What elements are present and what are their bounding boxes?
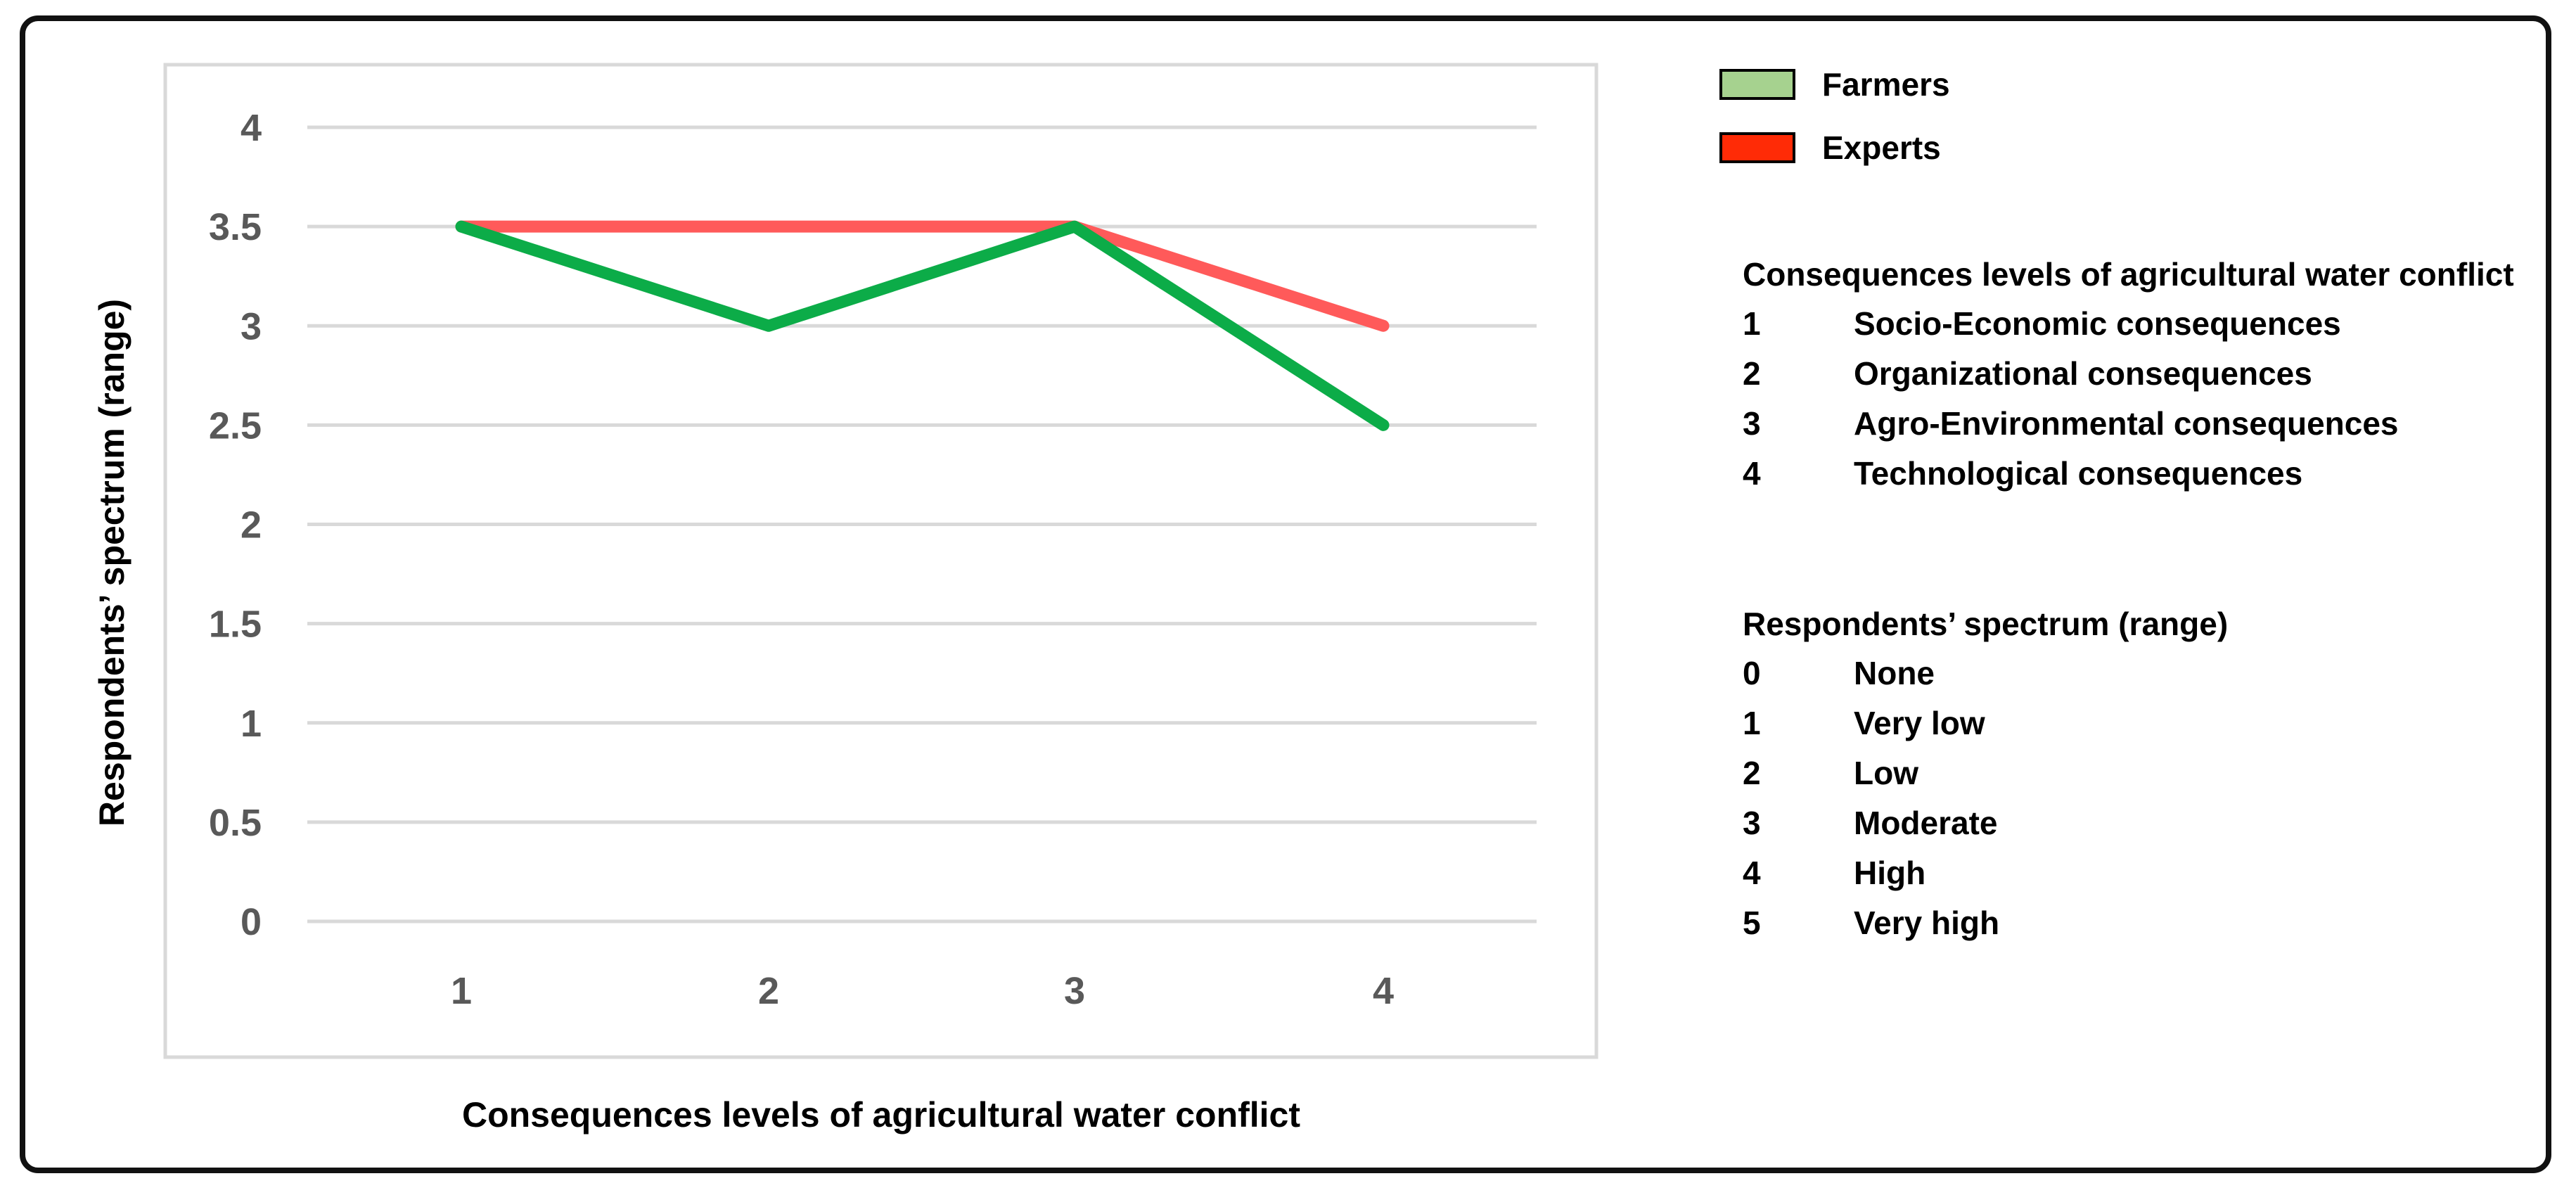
spectrum-key-row: 1 Very low — [1743, 698, 2228, 748]
y-tick-label: 2 — [241, 504, 262, 547]
spectrum-key-row: 4 High — [1743, 848, 2228, 898]
consequences-key-row: 1 Socio-Economic consequences — [1743, 299, 2514, 349]
y-tick-label: 3.5 — [209, 206, 262, 248]
data-point-farmers — [1074, 226, 1075, 228]
key-code: 2 — [1743, 755, 1761, 791]
series-line-farmers — [455, 220, 1390, 431]
spectrum-key-row: 5 Very high — [1743, 898, 2228, 948]
y-tick-label: 1.5 — [209, 603, 262, 646]
y-tick-labels: 0 0.5 1 1.5 2 2.5 3 3.5 4 — [209, 107, 262, 943]
y-tick-label: 0 — [241, 901, 262, 943]
spectrum-key-row: 2 Low — [1743, 748, 2228, 798]
key-code: 4 — [1743, 455, 1761, 492]
y-axis-title: Respondents’ spectrum (range) — [92, 299, 132, 826]
consequences-key-row: 4 Technological consequences — [1743, 449, 2514, 499]
consequences-key-title: Consequences levels of agricultural wate… — [1743, 256, 2514, 293]
data-point-farmers — [1383, 424, 1384, 426]
spectrum-key-title: Respondents’ spectrum (range) — [1743, 606, 2229, 642]
grid-lines — [307, 125, 1537, 924]
key-code: 1 — [1743, 705, 1761, 741]
key-label: Agro-Environmental consequences — [1854, 405, 2399, 442]
legend-item-experts: Experts — [1719, 127, 1941, 169]
spectrum-key-row: 3 Moderate — [1743, 798, 2228, 848]
key-code: 3 — [1743, 805, 1761, 841]
y-tick-label: 4 — [241, 107, 262, 149]
spectrum-key-row: 0 None — [1743, 648, 2228, 698]
x-tick-label: 3 — [1064, 970, 1085, 1012]
key-code: 3 — [1743, 405, 1761, 442]
y-tick-label: 3 — [241, 305, 262, 347]
y-tick-label: 0.5 — [209, 802, 262, 844]
key-label: High — [1854, 855, 1926, 891]
key-label: Very low — [1854, 705, 1985, 741]
key-code: 2 — [1743, 355, 1761, 392]
legend-swatch-experts — [1719, 132, 1795, 163]
spectrum-key: Respondents’ spectrum (range) 0 None 1 V… — [1743, 599, 2228, 948]
key-label: Technological consequences — [1854, 455, 2303, 492]
consequences-key-row: 2 Organizational consequences — [1743, 349, 2514, 399]
data-point-experts — [768, 226, 769, 228]
x-tick-label: 4 — [1373, 970, 1394, 1012]
x-tick-labels: 1 2 3 4 — [451, 970, 1394, 1012]
legend-item-farmers: Farmers — [1719, 63, 1950, 106]
y-tick-label: 1 — [241, 703, 262, 745]
consequences-key: Consequences levels of agricultural wate… — [1743, 250, 2514, 499]
plot-area-border — [163, 63, 1598, 1059]
key-label: Socio-Economic consequences — [1854, 305, 2341, 342]
legend-label-experts: Experts — [1822, 129, 1941, 166]
consequences-key-row: 3 Agro-Environmental consequences — [1743, 399, 2514, 449]
legend-label-farmers: Farmers — [1822, 66, 1950, 103]
key-label: Very high — [1854, 905, 2000, 941]
series-line-experts — [455, 220, 1390, 332]
key-label: Organizational consequences — [1854, 355, 2312, 392]
data-point-farmers — [768, 325, 769, 327]
key-code: 5 — [1743, 905, 1761, 941]
key-label: Moderate — [1854, 805, 1998, 841]
data-point-farmers — [461, 226, 462, 228]
series-lines — [455, 220, 1390, 431]
data-point-experts — [1383, 325, 1384, 327]
x-tick-label: 1 — [451, 970, 472, 1012]
key-label: None — [1854, 655, 1935, 691]
x-tick-label: 2 — [758, 970, 779, 1012]
legend-swatch-farmers — [1719, 69, 1795, 100]
x-axis-title: Consequences levels of agricultural wate… — [462, 1095, 1300, 1135]
key-code: 4 — [1743, 855, 1761, 891]
key-code: 0 — [1743, 655, 1761, 691]
key-code: 1 — [1743, 305, 1761, 342]
key-label: Low — [1854, 755, 1918, 791]
y-tick-label: 2.5 — [209, 404, 262, 447]
